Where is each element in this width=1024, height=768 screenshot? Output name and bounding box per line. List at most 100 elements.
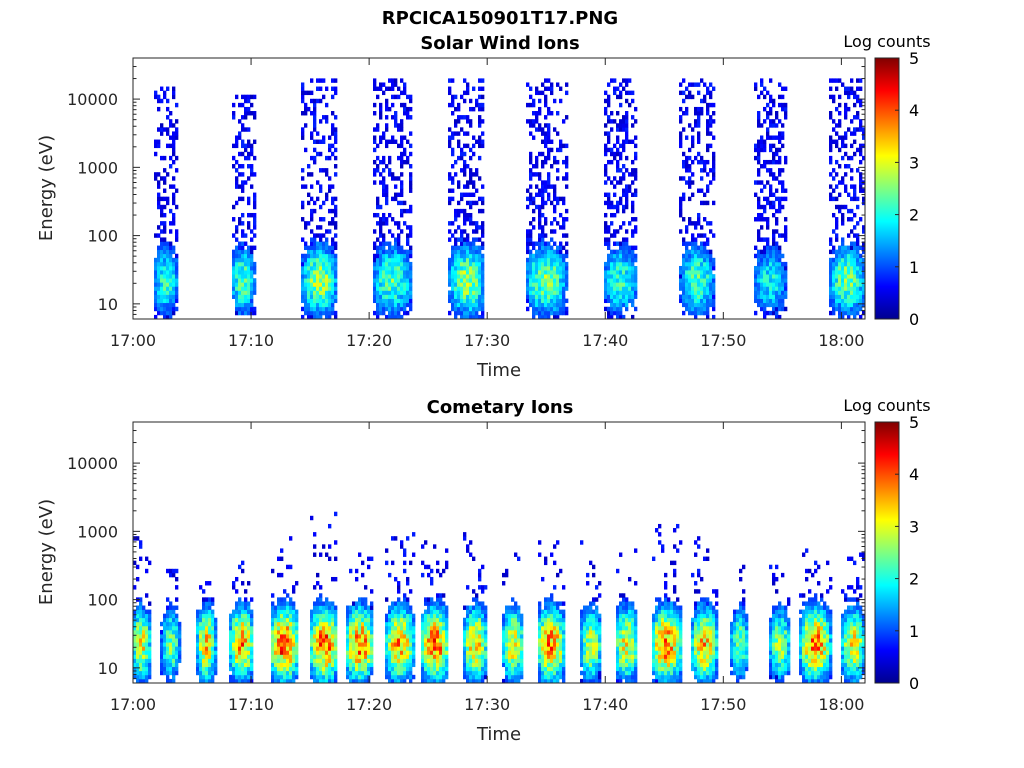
heatmap-cell xyxy=(547,147,551,153)
heatmap-cell xyxy=(847,164,851,169)
heatmap-cell xyxy=(310,282,314,287)
heatmap-cell xyxy=(829,290,833,295)
heatmap-cell xyxy=(712,111,716,116)
heatmap-cell xyxy=(409,642,413,647)
heatmap-cell xyxy=(763,278,767,283)
heatmap-cell xyxy=(406,597,410,602)
heatmap-cell xyxy=(412,634,416,639)
heatmap-cell xyxy=(475,270,479,275)
heatmap-cell xyxy=(301,253,305,259)
heatmap-cell xyxy=(625,119,629,124)
heatmap-cell xyxy=(613,278,617,283)
heatmap-cell xyxy=(313,98,317,104)
heatmap-cell xyxy=(853,94,857,100)
heatmap-cell xyxy=(853,212,857,218)
heatmap-cell xyxy=(166,634,170,639)
heatmap-cell xyxy=(310,654,314,659)
heatmap-cell xyxy=(757,168,761,173)
heatmap-cell xyxy=(832,270,836,275)
heatmap-cell xyxy=(619,261,623,267)
heatmap-cell xyxy=(607,119,611,124)
heatmap-cell xyxy=(757,286,761,291)
heatmap-cell xyxy=(532,278,536,283)
heatmap-cell xyxy=(286,666,290,672)
heatmap-cell xyxy=(694,290,698,295)
heatmap-cell xyxy=(406,286,410,291)
heatmap-cell xyxy=(829,192,833,198)
heatmap-cell xyxy=(769,98,773,104)
heatmap-cell xyxy=(850,229,854,234)
heatmap-cell xyxy=(319,204,323,210)
heatmap-cell xyxy=(850,286,854,291)
heatmap-cell xyxy=(358,629,362,635)
heatmap-cell xyxy=(700,245,704,251)
heatmap-cell xyxy=(244,98,248,104)
heatmap-cell xyxy=(403,294,407,299)
heatmap-cell xyxy=(334,576,338,582)
heatmap-cell xyxy=(316,306,320,312)
heatmap-cell xyxy=(859,78,863,83)
heatmap-cell xyxy=(709,180,713,185)
heatmap-cell xyxy=(232,286,236,291)
heatmap-cell xyxy=(682,98,686,104)
heatmap-cell xyxy=(292,670,296,676)
heatmap-cell xyxy=(481,265,485,271)
heatmap-cell xyxy=(169,617,173,623)
heatmap-cell xyxy=(205,629,209,635)
heatmap-cell xyxy=(631,261,635,267)
heatmap-cell xyxy=(604,261,608,267)
heatmap-cell xyxy=(550,270,554,275)
heatmap-cell xyxy=(310,621,314,627)
heatmap-cell xyxy=(829,155,833,161)
heatmap-cell xyxy=(472,86,476,91)
heatmap-cell xyxy=(331,650,335,655)
heatmap-cell xyxy=(448,102,452,108)
heatmap-cell xyxy=(613,302,617,308)
heatmap-cell xyxy=(379,106,383,112)
heatmap-cell xyxy=(556,249,560,255)
heatmap-cell xyxy=(346,638,350,643)
heatmap-cell xyxy=(247,98,251,104)
heatmap-cell xyxy=(619,245,623,251)
heatmap-cell xyxy=(292,621,296,627)
heatmap-cell xyxy=(175,253,179,259)
heatmap-cell xyxy=(274,674,278,680)
heatmap-cell xyxy=(247,678,251,684)
heatmap-cell xyxy=(385,115,389,120)
heatmap-cell xyxy=(169,290,173,295)
heatmap-cell xyxy=(160,127,164,132)
heatmap-cell xyxy=(754,282,758,287)
heatmap-cell xyxy=(457,274,461,279)
heatmap-cell xyxy=(154,143,158,149)
heatmap-cell xyxy=(610,159,614,165)
heatmap-cell xyxy=(544,217,548,222)
heatmap-cell xyxy=(406,278,410,283)
heatmap-cell xyxy=(859,123,863,128)
heatmap-cell xyxy=(772,302,776,308)
heatmap-cell xyxy=(364,646,368,651)
heatmap-cell xyxy=(829,139,833,144)
heatmap-cell xyxy=(295,609,299,615)
heatmap-cell xyxy=(706,290,710,295)
heatmap-cell xyxy=(172,605,176,610)
heatmap-cell xyxy=(679,82,683,87)
heatmap-cell xyxy=(694,225,698,230)
heatmap-cell xyxy=(289,658,293,663)
heatmap-cell xyxy=(166,597,170,602)
heatmap-cell xyxy=(466,274,470,279)
heatmap-cell xyxy=(628,249,632,255)
heatmap-cell xyxy=(397,646,401,651)
heatmap-cell xyxy=(853,102,857,108)
heatmap-cell xyxy=(361,613,365,619)
heatmap-cell xyxy=(685,225,689,230)
heatmap-cell xyxy=(319,237,323,242)
heatmap-cell xyxy=(400,678,404,684)
heatmap-cell xyxy=(139,540,143,545)
heatmap-cell xyxy=(541,298,545,304)
heatmap-cell xyxy=(160,629,164,635)
heatmap-cell xyxy=(703,261,707,267)
heatmap-cell xyxy=(553,306,557,312)
heatmap-cell xyxy=(709,229,713,234)
y-tick-label: 10 xyxy=(98,295,118,314)
heatmap-cell xyxy=(391,261,395,267)
